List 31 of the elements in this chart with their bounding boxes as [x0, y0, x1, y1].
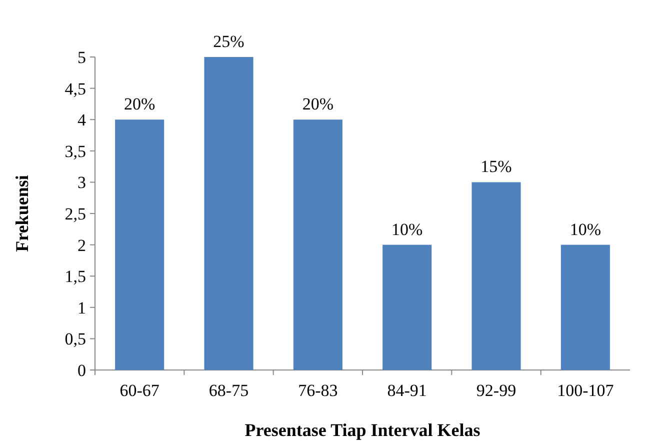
y-tick-label: 1,5: [64, 267, 86, 286]
x-tick-label: 92-99: [476, 381, 516, 400]
annotation: 25%: [213, 32, 244, 51]
annotation: 10%: [391, 220, 423, 239]
y-tick-label: 2: [78, 236, 86, 255]
annotation: 20%: [302, 94, 334, 114]
bar: [115, 120, 164, 370]
bar: [382, 244, 432, 370]
x-tick-label: 84-91: [387, 381, 427, 400]
bar: [560, 244, 610, 370]
y-tick-label: 3: [78, 173, 86, 192]
x-tick-label: 68-75: [208, 381, 249, 400]
y-tick-label: 5: [78, 48, 86, 67]
y-tick-label: 4: [78, 110, 86, 130]
x-tick-label: 76-83: [298, 381, 338, 400]
y-tick-label: 0,5: [64, 330, 86, 349]
bar: [472, 182, 521, 370]
y-tick-label: 0: [78, 360, 86, 380]
x-tick-label: 100-107: [557, 381, 614, 400]
y-axis-title: Frekuensi: [12, 175, 32, 252]
y-tick-label: 2,5: [64, 204, 86, 224]
y-tick-label: 3,5: [64, 142, 86, 161]
y-tick-label: 1: [78, 298, 86, 318]
bar: [293, 120, 342, 370]
annotation: 20%: [124, 94, 156, 114]
y-tick-label: 4,5: [64, 79, 86, 98]
bar: [204, 57, 254, 370]
x-axis-title: Presentase Tiap Interval Kelas: [244, 420, 480, 440]
x-tick-label: 60-67: [120, 381, 160, 400]
annotation: 10%: [570, 220, 602, 239]
annotation: 15%: [480, 157, 512, 176]
